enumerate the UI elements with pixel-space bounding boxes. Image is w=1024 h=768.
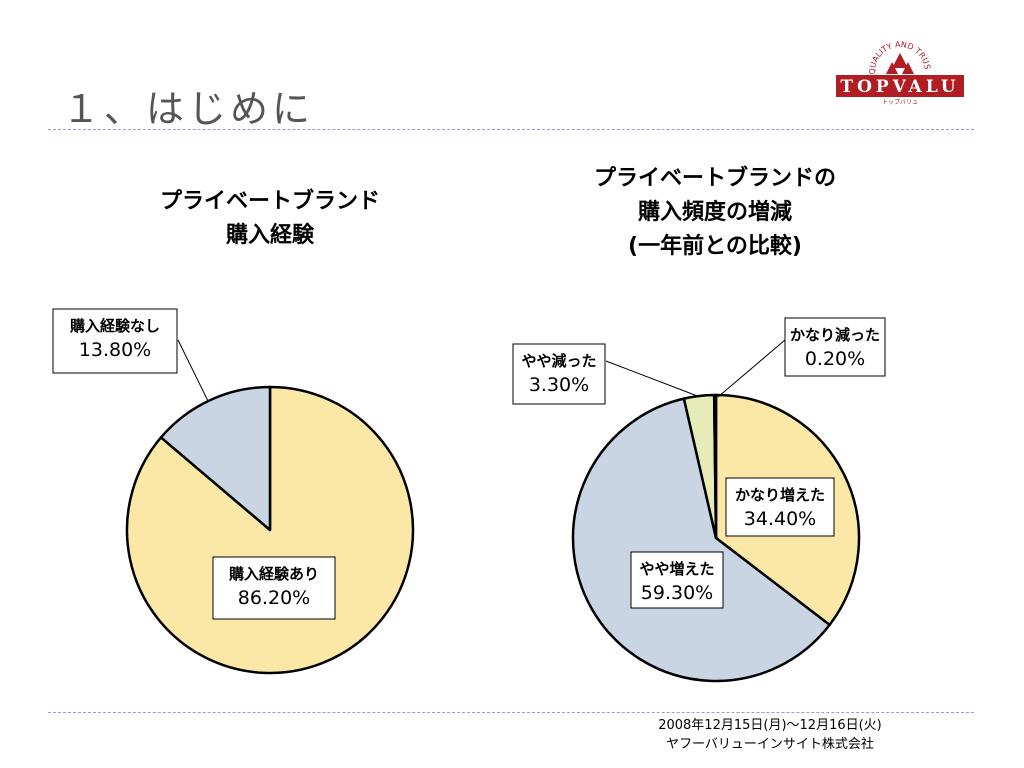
crown-icon <box>886 53 914 74</box>
slice-label: やや増えた <box>639 560 714 578</box>
slice-label: 購入経験あり <box>228 565 319 583</box>
pie-slice <box>571 397 831 683</box>
data-label-box <box>52 308 178 374</box>
pie-slice <box>712 393 718 540</box>
footer: 2008年12月15日(月)～12月16日(火) ヤフーバリューインサイト株式会… <box>600 716 940 754</box>
logo-brand: TOPVALU <box>840 77 959 97</box>
leader-line <box>177 339 209 402</box>
slide-title: １、はじめに <box>62 87 315 131</box>
leader-line <box>717 339 786 398</box>
slice-value-label: 86.20% <box>238 587 310 609</box>
slice-label: かなり増えた <box>735 486 825 504</box>
slice-label: 購入経験なし <box>69 317 160 335</box>
data-label-box <box>725 477 835 537</box>
chart-title-line: (一年前との比較) <box>628 234 802 259</box>
slice-label: かなり減った <box>790 326 880 344</box>
data-label-box <box>784 317 886 377</box>
title-divider <box>48 129 974 130</box>
logo-sub: トップバリュ <box>882 99 918 106</box>
slice-value-label: 0.20% <box>805 348 865 370</box>
footer-divider <box>48 712 974 713</box>
slice-value-label: 3.30% <box>529 374 589 396</box>
data-label-box <box>212 556 336 620</box>
chart-title-line: 購入経験 <box>225 223 314 248</box>
slice-label: やや減った <box>521 352 596 370</box>
pie-slice <box>159 385 272 532</box>
chart-title-line: プライベートブランドの <box>593 166 836 191</box>
chart-title-line: プライベートブランド <box>159 189 380 214</box>
survey-period: 2008年12月15日(月)～12月16日(火) <box>658 718 882 733</box>
data-label-box <box>630 551 724 609</box>
chart-title-line: 購入頻度の増減 <box>637 200 792 225</box>
chart-title-purchase-change: プライベートブランドの 購入頻度の増減 (一年前との比較) <box>545 162 885 264</box>
slice-value-label: 34.40% <box>744 508 816 530</box>
slice-value-label: 59.30% <box>641 582 713 604</box>
slice-value-label: 13.80% <box>79 339 151 361</box>
chart-title-purchase-experience: プライベートブランド 購入経験 <box>110 185 430 253</box>
company-name: ヤフーバリューインサイト株式会社 <box>666 737 874 752</box>
data-label-box <box>512 343 606 405</box>
leader-line <box>605 360 701 398</box>
